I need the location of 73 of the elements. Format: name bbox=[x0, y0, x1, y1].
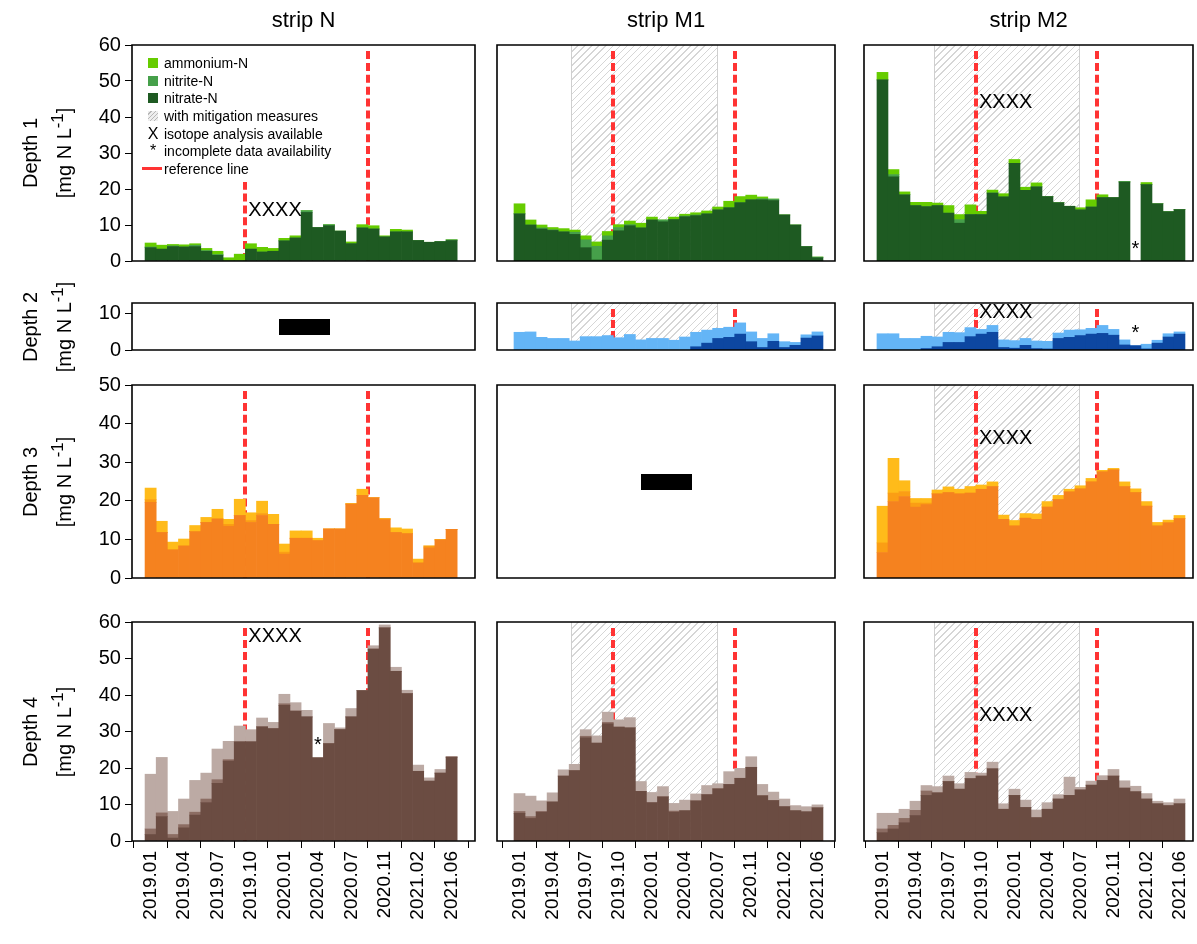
annotation: reference line bbox=[164, 160, 249, 177]
x-tick-label: 2019.01 bbox=[507, 851, 529, 920]
legend-label: ammonium-N bbox=[164, 54, 249, 71]
annotation: X bbox=[146, 124, 160, 143]
x-tick-label: 2020.01 bbox=[272, 851, 294, 920]
annotation: XXXX bbox=[978, 300, 1033, 323]
x-tick-label: 2019.10 bbox=[969, 851, 991, 920]
y-tick-label: 20 bbox=[98, 176, 121, 199]
x-tick-label: 2020.11 bbox=[739, 851, 761, 919]
y-tick-label: 40 bbox=[98, 104, 121, 127]
annotation: XXXX bbox=[248, 198, 302, 221]
data-label: * bbox=[1131, 321, 1140, 344]
x-tick-label: 2020.07 bbox=[706, 851, 728, 920]
y-tick-label: 40 bbox=[98, 682, 121, 705]
x-tick-label: 2020.07 bbox=[1068, 851, 1090, 920]
annotation: isotope analysis available bbox=[164, 125, 323, 142]
y-tick-label: 10 bbox=[98, 301, 121, 324]
y-tick-label: 50 bbox=[98, 372, 121, 395]
x-tick-label: 2020.04 bbox=[306, 850, 328, 920]
x-tick-label: 2019.07 bbox=[205, 851, 227, 920]
x-tick-label: 2020.11 bbox=[1101, 851, 1123, 919]
annotation: incomplete data availability bbox=[164, 143, 332, 160]
x-tick-label: 2019.10 bbox=[607, 851, 629, 920]
x-tick-label: 2019.04 bbox=[540, 850, 562, 920]
x-tick-label: 2020.04 bbox=[673, 850, 695, 920]
x-tick-label: 2019.01 bbox=[138, 851, 160, 920]
y-tick-label: 40 bbox=[98, 411, 121, 434]
chart-title: strip M1 bbox=[625, 7, 707, 33]
annotation: XXXX bbox=[978, 426, 1033, 449]
y-tick-label: 0 bbox=[109, 565, 121, 588]
annotation: XXXX bbox=[978, 702, 1033, 725]
y-tick-label: 30 bbox=[98, 449, 121, 472]
x-tick-label: 2021.06 bbox=[439, 851, 461, 920]
x-tick-label: 2021.02 bbox=[772, 851, 794, 920]
chart-title: strip N bbox=[270, 7, 337, 33]
y-tick-label: 20 bbox=[98, 755, 121, 778]
annotation: XXXX bbox=[978, 90, 1033, 113]
x-tick-label: 2021.02 bbox=[406, 851, 428, 920]
y-tick-label: 0 bbox=[109, 248, 121, 271]
x-tick-label: 2019.10 bbox=[239, 851, 261, 920]
x-tick-label: 2020.11 bbox=[372, 851, 394, 919]
y-tick-label: 10 bbox=[98, 792, 121, 815]
x-tick-label: 2020.07 bbox=[339, 851, 361, 920]
y-tick-label: 30 bbox=[98, 719, 121, 742]
y-tick-label: 50 bbox=[98, 646, 121, 669]
y-tick-label: 60 bbox=[98, 609, 121, 632]
y-tick-label: 30 bbox=[98, 140, 121, 163]
text: * bbox=[1131, 236, 1140, 259]
x-tick-label: 2020.04 bbox=[1035, 850, 1057, 920]
legend-label: nitrate-N bbox=[164, 90, 218, 107]
x-tick-label: 2021.02 bbox=[1134, 851, 1156, 920]
y-tick-label: 10 bbox=[98, 212, 121, 235]
y-tick-label: 0 bbox=[109, 828, 121, 851]
y-tick-label: 0 bbox=[109, 337, 121, 360]
x-tick-label: 2020.01 bbox=[640, 851, 662, 920]
x-tick-label: 2020.01 bbox=[1002, 851, 1024, 920]
x-tick-label: 2019.01 bbox=[870, 851, 892, 920]
y-tick-label: 60 bbox=[98, 32, 121, 55]
y-tick-label: 20 bbox=[98, 488, 121, 511]
x-tick-label: 2021.06 bbox=[805, 851, 827, 920]
x-tick-label: 2019.04 bbox=[172, 850, 194, 920]
x-tick-label: 2019.07 bbox=[573, 851, 595, 920]
x-tick-label: 2019.04 bbox=[903, 850, 925, 920]
y-tick-label: 50 bbox=[98, 68, 121, 91]
annotation: * bbox=[148, 142, 158, 161]
legend-label: nitrite-N bbox=[164, 72, 214, 89]
chart-title: strip M2 bbox=[988, 7, 1069, 33]
y-tick-label: 10 bbox=[98, 526, 121, 549]
x-tick-label: 2019.07 bbox=[936, 851, 958, 920]
x-tick-label: 2021.06 bbox=[1167, 851, 1189, 920]
annotation: with mitigation measures bbox=[164, 107, 319, 124]
data-label: * bbox=[313, 733, 322, 756]
annotation: XXXX bbox=[248, 624, 302, 647]
